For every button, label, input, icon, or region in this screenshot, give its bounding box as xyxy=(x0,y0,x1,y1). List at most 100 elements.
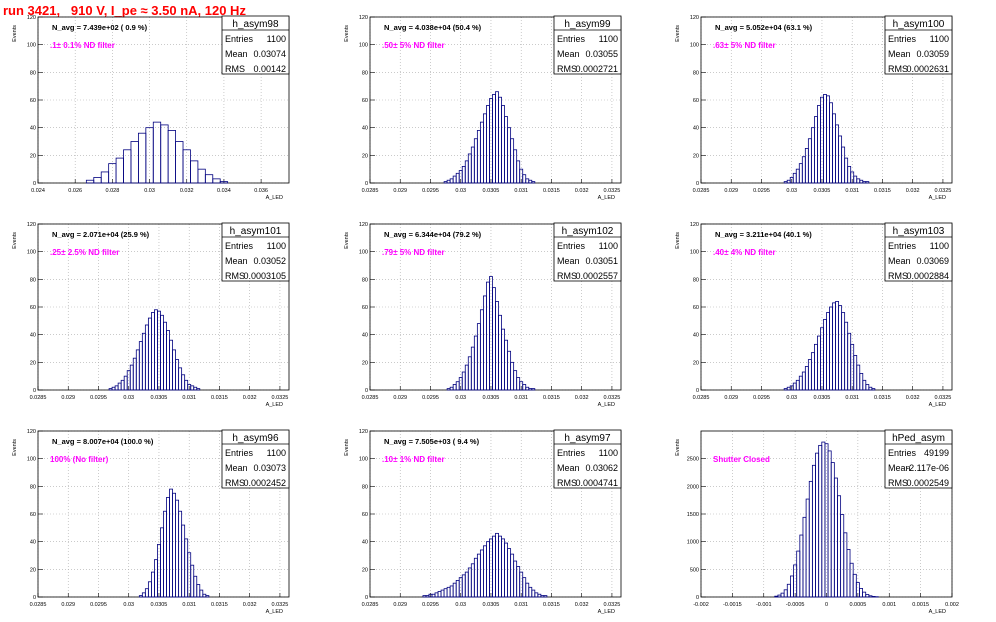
stats-label: RMS xyxy=(888,64,908,74)
stats-label: Entries xyxy=(888,34,917,44)
x-tick-label: 0.0285 xyxy=(362,188,379,194)
x-tick-label: 0.036 xyxy=(254,188,268,194)
x-tick-label: 0.0295 xyxy=(422,602,439,608)
histogram-bin xyxy=(786,583,791,598)
y-tick-label: 40 xyxy=(362,540,368,546)
histogram-bin xyxy=(130,141,139,184)
histogram-bin xyxy=(798,163,803,184)
histogram-bin xyxy=(190,160,199,184)
histogram-bin xyxy=(528,586,533,598)
histogram-bin xyxy=(476,323,481,391)
stats-box xyxy=(221,429,290,489)
stats-histogram-name: hPed_asym xyxy=(892,433,945,444)
histogram-bin xyxy=(513,149,518,184)
histogram-bin xyxy=(501,538,505,598)
histogram-bin xyxy=(455,381,460,391)
filter-annotation: .10± 1% ND filter xyxy=(382,455,445,464)
histogram-bin xyxy=(783,181,788,184)
histogram-bin xyxy=(199,589,204,598)
x-tick-label: 0.0315 xyxy=(543,188,560,194)
y-tick-label: 40 xyxy=(362,126,368,132)
histogram-bin xyxy=(829,102,833,184)
x-axis-title: A_LED xyxy=(266,195,283,201)
histogram-bin xyxy=(464,160,469,184)
histogram-bin xyxy=(835,301,839,391)
histogram-bin xyxy=(835,124,839,184)
histogram-bin xyxy=(132,357,137,391)
stats-value: 0.03062 xyxy=(585,463,618,473)
histogram-h_asym100: 0.0285 0.029 0.0295 0.03 0.0305 0.031 0.0315 0.… xyxy=(675,15,953,201)
histogram-bin xyxy=(534,592,539,598)
histogram-bin xyxy=(516,566,521,598)
histogram-bin xyxy=(437,591,442,598)
y-tick-label: 80 xyxy=(362,277,368,283)
histogram-bin xyxy=(147,581,152,598)
stats-label: Entries xyxy=(225,34,254,44)
x-tick-label: 0.0305 xyxy=(483,602,500,608)
histogram-bin xyxy=(801,371,806,391)
y-tick-label: 100 xyxy=(359,250,368,256)
histogram-hPed_asym: -0.002 -0.0015 -0.001 -0.0005 0 0.0005 0.001 0.… xyxy=(675,429,959,615)
histogram-bin xyxy=(522,174,527,184)
histogram-bin xyxy=(443,588,448,598)
n-avg-label: N_avg = 7.439e+02 ( 0.9 %) xyxy=(52,23,148,32)
histogram-bin xyxy=(190,385,195,391)
histogram-bin xyxy=(144,588,149,598)
histogram-bin xyxy=(859,588,863,598)
histogram-bin xyxy=(473,335,478,391)
x-tick-label: 0.032 xyxy=(243,602,257,608)
y-axis-title: Events xyxy=(675,232,681,249)
histogram-bin xyxy=(817,105,821,184)
x-tick-label: 0.032 xyxy=(575,602,589,608)
histogram-bin xyxy=(461,371,466,391)
y-axis-title: Events xyxy=(344,439,350,456)
histogram-bin xyxy=(449,386,454,391)
x-axis-title: A_LED xyxy=(598,195,615,201)
y-tick-label: 20 xyxy=(693,360,699,366)
y-tick-label: 60 xyxy=(30,305,36,311)
histogram-bin xyxy=(790,575,794,598)
y-tick-label: 120 xyxy=(27,222,36,228)
stats-label: Mean xyxy=(225,49,248,59)
stats-value: 0.0002452 xyxy=(243,478,286,488)
stats-label: Mean xyxy=(557,49,580,59)
y-axis-title: Events xyxy=(344,232,350,249)
histogram-bin xyxy=(461,574,466,598)
x-tick-label: 0.03 xyxy=(455,602,466,608)
x-tick-label: 0.001 xyxy=(882,602,896,608)
y-tick-label: 0 xyxy=(365,595,368,601)
stats-label: RMS xyxy=(225,271,245,281)
histogram-h_asym103: 0.0285 0.029 0.0295 0.03 0.0305 0.031 0.0315 0.… xyxy=(675,222,953,408)
histogram-bin xyxy=(141,592,146,598)
histogram-bin xyxy=(504,542,508,598)
stats-histogram-name: h_asym99 xyxy=(564,19,611,30)
stats-box xyxy=(221,15,290,75)
histogram-bin xyxy=(814,343,818,391)
x-tick-label: 0.032 xyxy=(180,188,194,194)
histogram-bin xyxy=(169,488,173,598)
x-tick-label: 0.0325 xyxy=(604,602,621,608)
stats-value: 0.03074 xyxy=(253,49,286,59)
stats-label: RMS xyxy=(557,271,577,281)
x-tick-label: 0.0285 xyxy=(30,602,47,608)
x-tick-label: 0.0315 xyxy=(543,602,560,608)
x-tick-label: 0.002 xyxy=(945,602,959,608)
y-axis-title: Events xyxy=(344,25,350,42)
histogram-bin xyxy=(483,545,487,598)
y-tick-label: 80 xyxy=(362,484,368,490)
histogram-bin xyxy=(160,527,164,598)
x-tick-label: -0.0015 xyxy=(723,602,742,608)
stats-label: Entries xyxy=(225,448,254,458)
stats-box xyxy=(884,222,953,282)
y-tick-label: 60 xyxy=(362,512,368,518)
x-tick-label: 0.029 xyxy=(393,602,407,608)
histogram-bin xyxy=(495,301,499,391)
x-tick-label: 0.03 xyxy=(455,188,466,194)
x-tick-label: 0.03 xyxy=(786,188,797,194)
y-tick-label: 40 xyxy=(362,333,368,339)
histogram-bin xyxy=(862,181,867,184)
y-tick-label: 100 xyxy=(690,250,699,256)
y-tick-label: 60 xyxy=(693,98,699,104)
histogram-bin xyxy=(528,388,533,391)
